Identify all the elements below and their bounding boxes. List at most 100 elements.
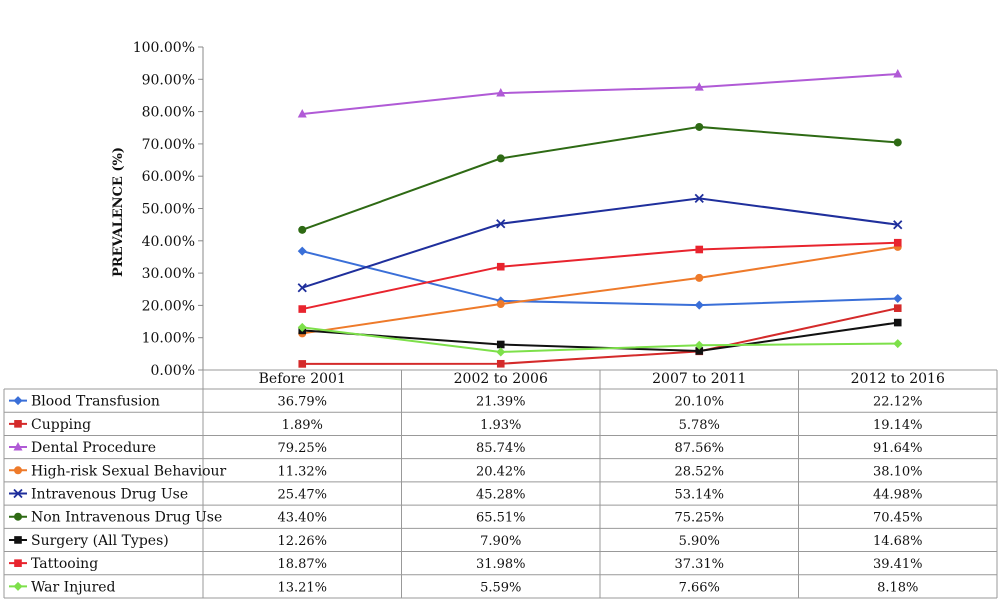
data-label: 44.98% <box>873 488 923 503</box>
series-blood-transfusion <box>297 246 903 310</box>
legend-key-marker <box>14 536 22 544</box>
data-point <box>298 360 307 368</box>
data-label: 36.79% <box>277 395 327 410</box>
lines-layer <box>297 69 903 368</box>
data-label: 1.89% <box>282 418 323 433</box>
data-label: 8.18% <box>877 580 918 595</box>
table-row: Tattooing 18.87% 31.98% 37.31% 39.41% <box>4 556 997 576</box>
legend-series-name: Blood Transfusion <box>31 394 160 410</box>
y-tick-label: 70.00% <box>142 137 195 153</box>
data-label: 5.78% <box>679 418 720 433</box>
data-point <box>694 193 704 203</box>
data-point <box>496 300 505 309</box>
axis-layer: 0.00% 10.00% 20.00% 30.00% 40.00% 50.00% 60.00… <box>133 40 204 379</box>
series-line <box>301 197 898 289</box>
y-tick-label: 0.00% <box>151 363 195 379</box>
legend-key-marker <box>13 442 23 451</box>
data-label: 20.42% <box>476 464 526 479</box>
data-label: 85.74% <box>476 441 526 456</box>
data-point <box>893 238 902 247</box>
data-label: 7.66% <box>679 580 720 595</box>
table-row: Dental Procedure 79.25% 85.74% 87.56% 91.64% <box>4 440 997 460</box>
y-tick-label: 60.00% <box>142 169 195 185</box>
x-category-label: 2012 to 2016 <box>851 371 945 387</box>
data-point <box>496 88 506 97</box>
data-label: 38.10% <box>873 464 923 479</box>
x-category-label: Before 2001 <box>259 371 346 387</box>
data-label: 70.45% <box>873 511 923 526</box>
data-label: 1.93% <box>480 418 521 433</box>
legend-series-name: Dental Procedure <box>31 440 156 456</box>
data-point <box>496 219 506 229</box>
y-axis-label: PREVALENCE (%) <box>111 147 126 277</box>
y-tick-label: 80.00% <box>142 105 195 121</box>
legend-key-marker <box>13 396 23 406</box>
table-row: Blood Transfusion 36.79% 21.39% 20.10% 22.12… <box>4 394 997 413</box>
data-point <box>496 340 505 349</box>
table-row: Non Intravenous Drug Use 43.40% 65.51% 75.2… <box>4 510 997 529</box>
data-label: 43.40% <box>277 511 327 526</box>
data-point <box>893 304 902 312</box>
data-label: 12.26% <box>277 534 327 549</box>
legend-key-marker <box>14 466 22 475</box>
table-row: Cupping 1.89% 1.93% 5.78% 19.14% <box>4 417 997 436</box>
x-category-label: 2007 to 2011 <box>652 371 746 387</box>
legend-series-name: High-risk Sexual Behaviour <box>31 463 227 479</box>
table-row: Surgery (All Types) 12.26% 7.90% 5.90% 14.68… <box>4 533 997 553</box>
data-point <box>893 339 903 349</box>
data-label: 13.21% <box>277 580 327 595</box>
legend-series-name: Intravenous Drug Use <box>31 487 188 503</box>
x-category-label: 2002 to 2006 <box>454 371 548 387</box>
data-label: 39.41% <box>873 557 923 572</box>
legend-series-name: Tattooing <box>31 556 98 572</box>
data-point <box>695 245 704 254</box>
table-row: War Injured 13.21% 5.59% 7.66% 8.18% <box>4 579 997 599</box>
data-point <box>297 109 307 118</box>
y-tick-label: 100.00% <box>133 40 195 56</box>
series-line <box>302 73 898 116</box>
data-label: 11.32% <box>277 464 327 479</box>
y-tick-label: 40.00% <box>142 234 195 250</box>
y-tick-label: 50.00% <box>142 202 195 218</box>
data-label: 25.47% <box>277 488 327 503</box>
data-label: 75.25% <box>674 511 724 526</box>
data-label: 20.10% <box>674 395 724 410</box>
data-label: 53.14% <box>674 488 724 503</box>
data-label: 31.98% <box>476 557 526 572</box>
data-point <box>893 318 902 327</box>
series-war-injured <box>297 322 903 357</box>
table-row: High-risk Sexual Behaviour 11.32% 20.42% 28… <box>4 463 997 483</box>
data-point <box>297 322 307 332</box>
data-point <box>297 246 307 256</box>
data-point <box>695 273 704 282</box>
data-point <box>496 154 505 163</box>
y-tick-label: 90.00% <box>142 72 195 88</box>
legend-key-marker <box>13 488 23 499</box>
data-point <box>893 220 903 230</box>
data-label: 91.64% <box>873 441 923 456</box>
data-label: 14.68% <box>873 534 923 549</box>
y-tick-label: 10.00% <box>142 331 195 347</box>
data-label: 19.14% <box>873 418 923 433</box>
series-dental-procedure <box>297 69 903 118</box>
legend-series-name: Cupping <box>31 417 91 433</box>
y-tick-label: 20.00% <box>142 298 195 314</box>
y-tick-label: 30.00% <box>142 266 195 282</box>
legend-key-marker <box>14 559 22 567</box>
data-point <box>893 294 903 304</box>
data-label: 18.87% <box>277 557 327 572</box>
data-point <box>694 340 704 350</box>
legend-series-name: War Injured <box>31 579 116 595</box>
legend-key-marker <box>14 512 22 521</box>
data-label: 28.52% <box>674 464 724 479</box>
data-point <box>298 305 307 313</box>
series-intravenous-drug-use <box>297 193 903 293</box>
data-point <box>496 262 505 271</box>
data-point <box>893 138 902 147</box>
data-point <box>694 300 704 310</box>
data-point <box>695 347 704 355</box>
data-label: 7.90% <box>480 534 521 549</box>
data-point <box>695 122 704 131</box>
series-line <box>302 250 898 307</box>
